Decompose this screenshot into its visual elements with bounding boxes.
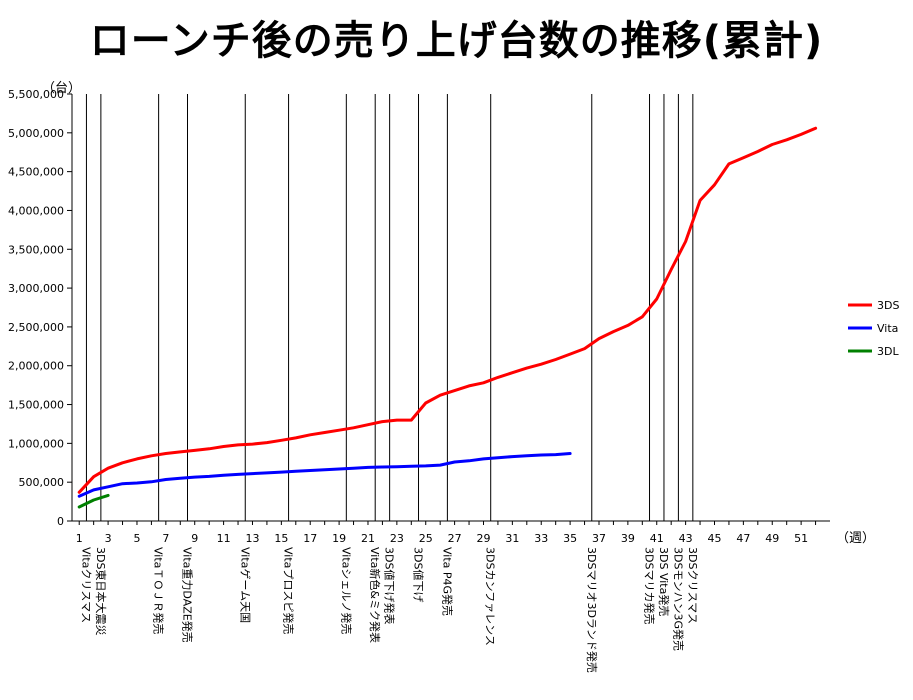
event-label: 3DSマリカ発売 [643,547,657,624]
x-tick-label: 43 [679,532,693,545]
x-tick-label: 51 [794,532,808,545]
x-tick-label: 25 [419,532,433,545]
event-label: 3DSクリスマス [686,547,699,624]
x-tick-label: 1 [76,532,83,545]
y-tick-label: 2,500,000 [8,321,64,334]
event-label: Vitaシェルノ発売 [339,547,353,634]
y-tick-label: 1,500,000 [8,399,64,412]
event-label: VitaＴＯＪＲ発売 [152,547,166,634]
y-axis: 0 500,000 1,000,000 1,500,000 2,000,000 2,500… [8,88,73,528]
x-tick-label: 45 [707,532,721,545]
x-tick-label: 7 [162,532,169,545]
series-line-3ds [77,126,818,494]
series-line-vita [77,452,572,498]
x-tick-label: 39 [621,532,635,545]
y-tick-label: 0 [57,515,64,528]
x-tick-label: 49 [765,532,779,545]
x-tick-label: 31 [505,532,519,545]
y-tick-label: 1,000,000 [8,437,64,450]
legend-label-3ds: 3DS [877,299,899,312]
event-label: Vita P4G発売 [440,547,454,616]
x-tick-label: 23 [390,532,404,545]
x-tick-label: 27 [448,532,462,545]
x-axis-unit-label: （週） [836,531,875,546]
x-tick-label: 17 [303,532,317,545]
y-tick-label: 2,000,000 [8,360,64,373]
x-tick-label: 15 [274,532,288,545]
y-tick-label: 4,500,000 [8,166,64,179]
x-tick-label: 47 [736,532,750,545]
event-label: 3DSマリオ3Dランド発売 [585,547,599,673]
event-label: Vitaプロスピ発売 [282,547,296,634]
event-label: 3DS値下げ発表 [383,547,397,624]
y-tick-label: 3,000,000 [8,282,64,295]
x-axis: 1 3 5 7 9 11 13 15 17 19 21 23 25 27 29 31 33 35 37 39 41 43 4… [72,520,830,545]
event-label: Vitaクリスマス [79,547,92,623]
x-tick-label: 5 [133,532,140,545]
series-lines [77,126,818,509]
y-tick-label: 5,500,000 [8,88,64,101]
x-tick-label: 3 [105,532,112,545]
legend: 3DS Vita 3DL [848,299,899,358]
x-tick-label: 41 [650,532,664,545]
event-annotations: Vitaクリスマス 3DS東日本大震災 VitaＴＯＪＲ発売 Vita重力DAZE発売… [79,94,699,673]
event-label: 3DSカンファレンス [484,547,497,646]
event-label: 3DS東日本大震災 [94,547,108,635]
y-axis-unit-label: （台） [42,81,81,96]
chart-title: ローンチ後の売り上げ台数の推移(累計) [89,18,824,64]
x-tick-label: 19 [332,532,346,545]
x-tick-label: 35 [563,532,577,545]
y-tick-label: 500,000 [19,476,65,489]
event-label: Vitaゲーム天国 [238,547,251,623]
x-tick-label: 13 [245,532,259,545]
event-label: Vita新色&ミク発表 [368,547,382,643]
y-tick-label: 5,000,000 [8,127,64,140]
x-tick-label: 9 [191,532,198,545]
event-label: 3DS Vita発売 [657,547,671,616]
legend-label-vita: Vita [877,322,898,335]
y-tick-label: 3,500,000 [8,243,64,256]
series-line-3dl [77,493,110,509]
x-tick-label: 21 [361,532,375,545]
x-tick-label: 29 [476,532,490,545]
legend-label-3dl: 3DL [877,345,899,358]
x-tick-label: 37 [592,532,606,545]
event-label: 3DS値下げ [412,547,425,602]
y-tick-label: 4,000,000 [8,204,64,217]
event-label: Vita重力DAZE発売 [181,547,195,643]
x-tick-label: 11 [217,532,231,545]
x-tick-label: 33 [534,532,548,545]
event-label: 3DSモンハン3G発売 [671,547,685,651]
